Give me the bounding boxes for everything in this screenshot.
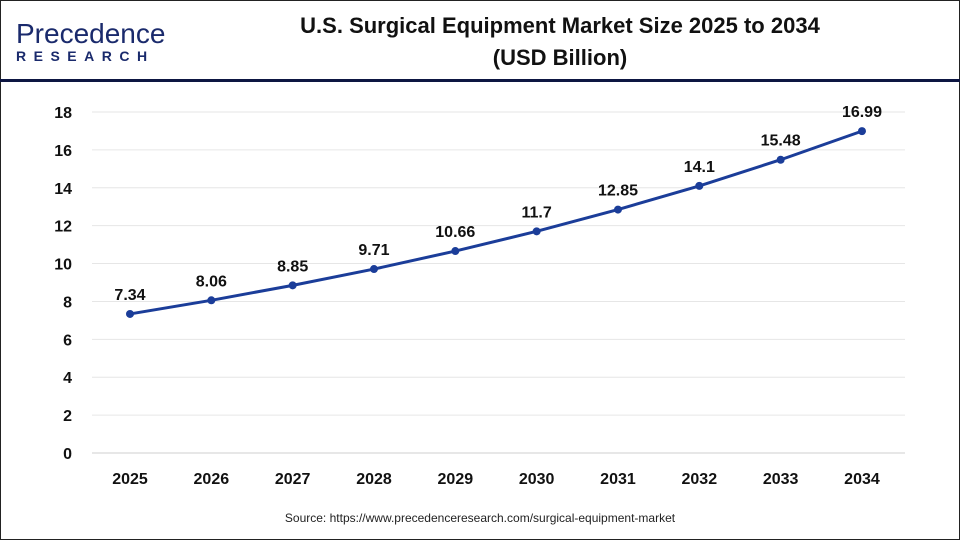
data-label: 15.48 bbox=[761, 133, 801, 150]
data-point bbox=[369, 265, 378, 274]
data-label: 8.85 bbox=[277, 258, 308, 275]
y-tick-label: 6 bbox=[63, 332, 72, 349]
data-point bbox=[857, 127, 866, 136]
data-point bbox=[532, 227, 541, 236]
source-note: Source: https://www.precedenceresearch.c… bbox=[284, 511, 676, 525]
data-label: 11.7 bbox=[522, 204, 552, 221]
logo: Precedence RESEARCH bbox=[16, 18, 166, 65]
subtitle-line: (USD Billion) bbox=[492, 45, 628, 70]
y-tick-label: 12 bbox=[54, 219, 72, 236]
data-label: 14.1 bbox=[684, 159, 715, 176]
x-tick-label: 2034 bbox=[844, 471, 880, 488]
chart-title: U.S. Surgical Equipment Market Size 2025… bbox=[260, 10, 860, 74]
x-tick-label: 2028 bbox=[356, 471, 392, 488]
x-tick-label: 2025 bbox=[112, 471, 148, 488]
data-label: 10.66 bbox=[435, 224, 475, 241]
data-point bbox=[776, 155, 785, 164]
y-tick-label: 8 bbox=[63, 294, 72, 311]
x-tick-label: 2030 bbox=[519, 471, 555, 488]
title-line: U.S. Surgical Equipment Market Size 2025… bbox=[300, 13, 820, 38]
data-label: 8.06 bbox=[196, 273, 227, 290]
logo-line2: RESEARCH bbox=[16, 48, 155, 64]
data-point bbox=[288, 281, 297, 290]
y-tick-label: 18 bbox=[54, 105, 72, 122]
y-tick-label: 2 bbox=[63, 408, 72, 425]
x-tick-label: 2032 bbox=[682, 471, 718, 488]
data-label: 12.85 bbox=[598, 183, 638, 200]
data-point bbox=[451, 247, 460, 256]
x-tick-label: 2027 bbox=[275, 471, 311, 488]
x-tick-label: 2026 bbox=[194, 471, 230, 488]
data-label: 9.71 bbox=[358, 242, 389, 259]
y-tick-label: 0 bbox=[63, 446, 72, 463]
data-point bbox=[126, 309, 134, 318]
data-point bbox=[207, 296, 216, 305]
series-line bbox=[129, 129, 863, 316]
logo-line1: Precedence bbox=[16, 18, 166, 49]
data-point bbox=[613, 205, 622, 214]
data-point bbox=[695, 181, 704, 190]
y-tick-label: 14 bbox=[54, 181, 72, 198]
data-label: 7.34 bbox=[114, 287, 145, 304]
y-tick-label: 4 bbox=[63, 370, 72, 387]
y-tick-label: 10 bbox=[54, 257, 72, 274]
x-tick-label: 2033 bbox=[763, 471, 799, 488]
data-label: 16.99 bbox=[842, 104, 882, 121]
header-divider bbox=[0, 79, 960, 82]
y-tick-label: 16 bbox=[54, 143, 72, 160]
x-tick-label: 2029 bbox=[438, 471, 474, 488]
x-tick-label: 2031 bbox=[600, 471, 636, 488]
